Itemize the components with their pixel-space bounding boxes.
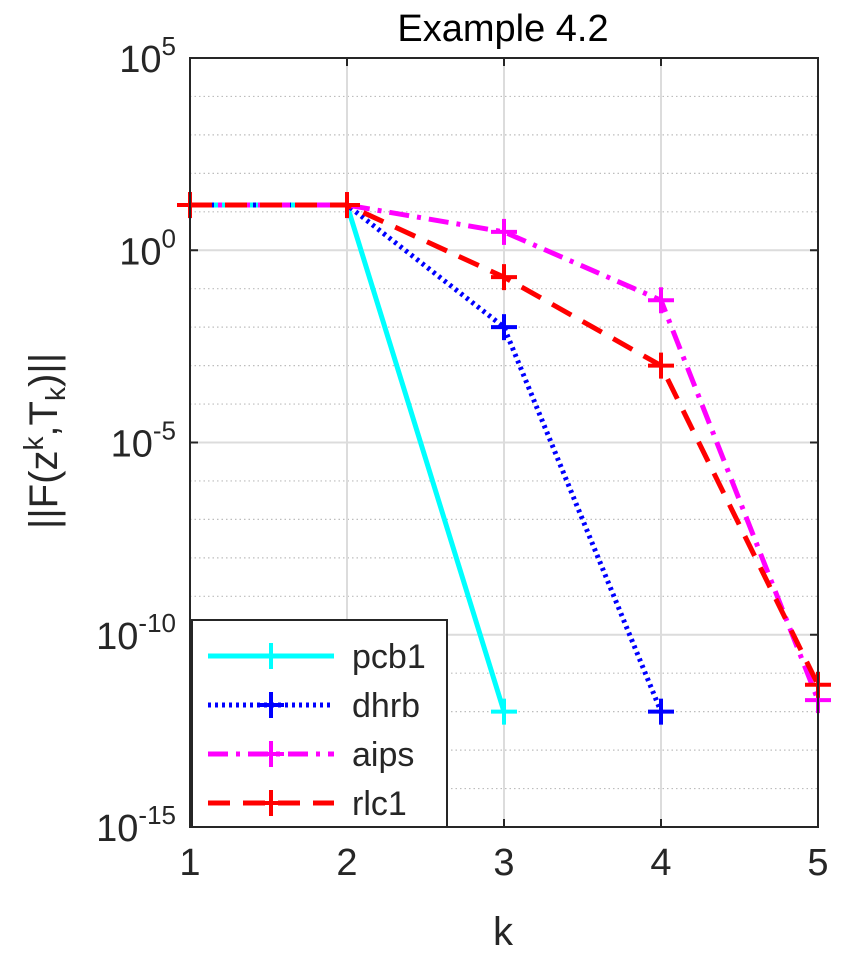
legend-entry-pcb1: pcb1 <box>208 638 426 676</box>
y-label-sub-k: k <box>40 386 71 401</box>
data-point-aips <box>648 287 674 314</box>
chart-title: Example 4.2 <box>397 8 608 50</box>
legend-entry-rlc1: rlc1 <box>208 785 407 823</box>
y-tick-base: 10 <box>119 39 161 81</box>
y-tick-label: 100 <box>119 223 176 273</box>
y-tick-label: 10-5 <box>111 416 176 466</box>
legend-entry-aips: aips <box>208 736 414 774</box>
y-tick-base: 10 <box>119 231 161 273</box>
y-tick-exponent: 5 <box>162 31 176 61</box>
legend-label: rlc1 <box>352 785 407 823</box>
y-tick-base: 10 <box>96 808 138 850</box>
legend-label: pcb1 <box>352 638 426 676</box>
y-label-part-e: )|| <box>22 353 66 387</box>
y-tick-exponent: 0 <box>162 223 176 253</box>
y-tick-exponent: -10 <box>138 608 176 638</box>
y-tick-label: 105 <box>119 31 176 81</box>
legend-entry-dhrb: dhrb <box>208 687 420 725</box>
data-point-dhrb <box>648 698 674 725</box>
data-point-rlc1 <box>491 264 517 291</box>
legend-label: aips <box>352 736 414 774</box>
y-tick-exponent: -15 <box>138 800 176 830</box>
y-axis-label: ||F(zk,Tk)|| <box>18 353 71 529</box>
x-tick-label: 3 <box>493 842 514 884</box>
legend-label: dhrb <box>352 687 420 725</box>
y-tick-base: 10 <box>111 424 153 466</box>
data-point-rlc1 <box>334 192 360 219</box>
legend: pcb1 dhrb aips rlc1 <box>191 619 448 828</box>
y-tick-label: 10-15 <box>96 800 176 850</box>
data-point-dhrb <box>491 314 517 341</box>
y-tick-label: 10-10 <box>96 608 176 658</box>
x-tick-label: 2 <box>336 842 357 884</box>
y-tick-exponent: -5 <box>153 416 176 446</box>
data-point-rlc1 <box>648 352 674 379</box>
y-label-part-c: ,T <box>22 401 66 437</box>
x-tick-label: 5 <box>807 842 828 884</box>
data-point-aips <box>491 218 517 245</box>
y-label-sup-k: k <box>18 436 49 451</box>
x-tick-label: 1 <box>179 842 200 884</box>
series-line-aips <box>190 202 821 701</box>
y-tick-base: 10 <box>96 616 138 658</box>
x-axis-label: k <box>493 910 514 954</box>
data-point-pcb1 <box>491 698 517 725</box>
x-tick-label: 4 <box>650 842 671 884</box>
y-label-part-a: ||F(z <box>22 451 66 530</box>
